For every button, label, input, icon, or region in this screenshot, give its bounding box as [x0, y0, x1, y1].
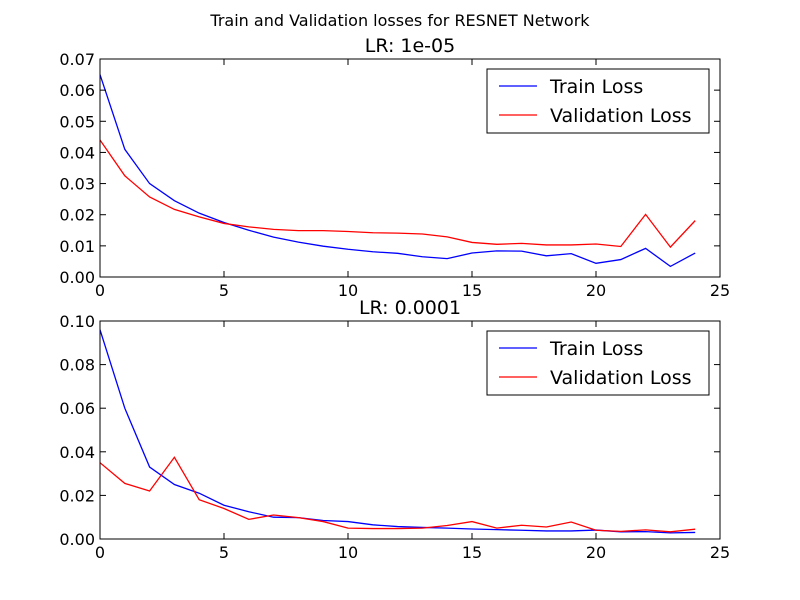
y-tick-label: 0.03	[59, 175, 95, 194]
y-tick-label: 0.00	[59, 530, 95, 549]
x-tick-label: 20	[586, 281, 606, 300]
y-tick-label: 0.04	[59, 443, 95, 462]
legend-box	[486, 68, 710, 134]
series-line-validation-loss	[100, 456, 696, 533]
legend-box	[486, 330, 710, 396]
y-tick-label: 0.06	[59, 399, 95, 418]
x-tick-label: 10	[338, 543, 358, 562]
plot-frame	[99, 320, 721, 540]
x-tick-label: 0	[95, 543, 105, 562]
figure-suptitle: Train and Validation losses for RESNET N…	[209, 11, 590, 30]
chart-title: LR: 0.0001	[359, 297, 461, 319]
y-tick-label: 0.04	[59, 143, 95, 162]
chart-panel-2: LR: 0.0001 0 5 10 15 20 25 0.00 0.02 0.04 0.06 0.08…	[59, 297, 730, 562]
chart-panel-1: LR: 1e-05 0 5 10 15 20 25 0.00 0.01 0.02 0.03 0.04 0…	[59, 35, 730, 300]
y-tick-label: 0.01	[59, 237, 95, 256]
chart-legend: Train Loss Validation Loss	[486, 330, 710, 396]
x-tick-label: 10	[338, 281, 358, 300]
legend-label: Validation Loss	[550, 367, 692, 389]
x-tick-label: 5	[219, 543, 229, 562]
legend-label: Train Loss	[549, 76, 643, 98]
y-tick-label: 0.05	[59, 112, 95, 131]
series-line-validation-loss	[100, 139, 696, 249]
y-tick-label: 0.08	[59, 356, 95, 375]
y-tick-label: 0.02	[59, 206, 95, 225]
x-tick-label: 25	[710, 281, 730, 300]
y-tick-label: 0.02	[59, 486, 95, 505]
x-tick-label: 15	[462, 543, 482, 562]
legend-label: Train Loss	[549, 338, 643, 360]
legend-label: Validation Loss	[550, 105, 692, 127]
chart-title: LR: 1e-05	[365, 35, 455, 57]
y-tick-label: 0.07	[59, 50, 95, 69]
chart-legend: Train Loss Validation Loss	[486, 68, 710, 134]
y-tick-label: 0.06	[59, 81, 95, 100]
x-tick-label: 15	[462, 281, 482, 300]
y-tick-label: 0.10	[59, 312, 95, 331]
series-line-train-loss	[100, 74, 696, 268]
y-tick-label: 0.00	[59, 268, 95, 287]
x-tick-label: 5	[219, 281, 229, 300]
x-tick-label: 0	[95, 281, 105, 300]
plot-frame	[99, 58, 721, 278]
x-tick-label: 25	[710, 543, 730, 562]
x-tick-label: 20	[586, 543, 606, 562]
